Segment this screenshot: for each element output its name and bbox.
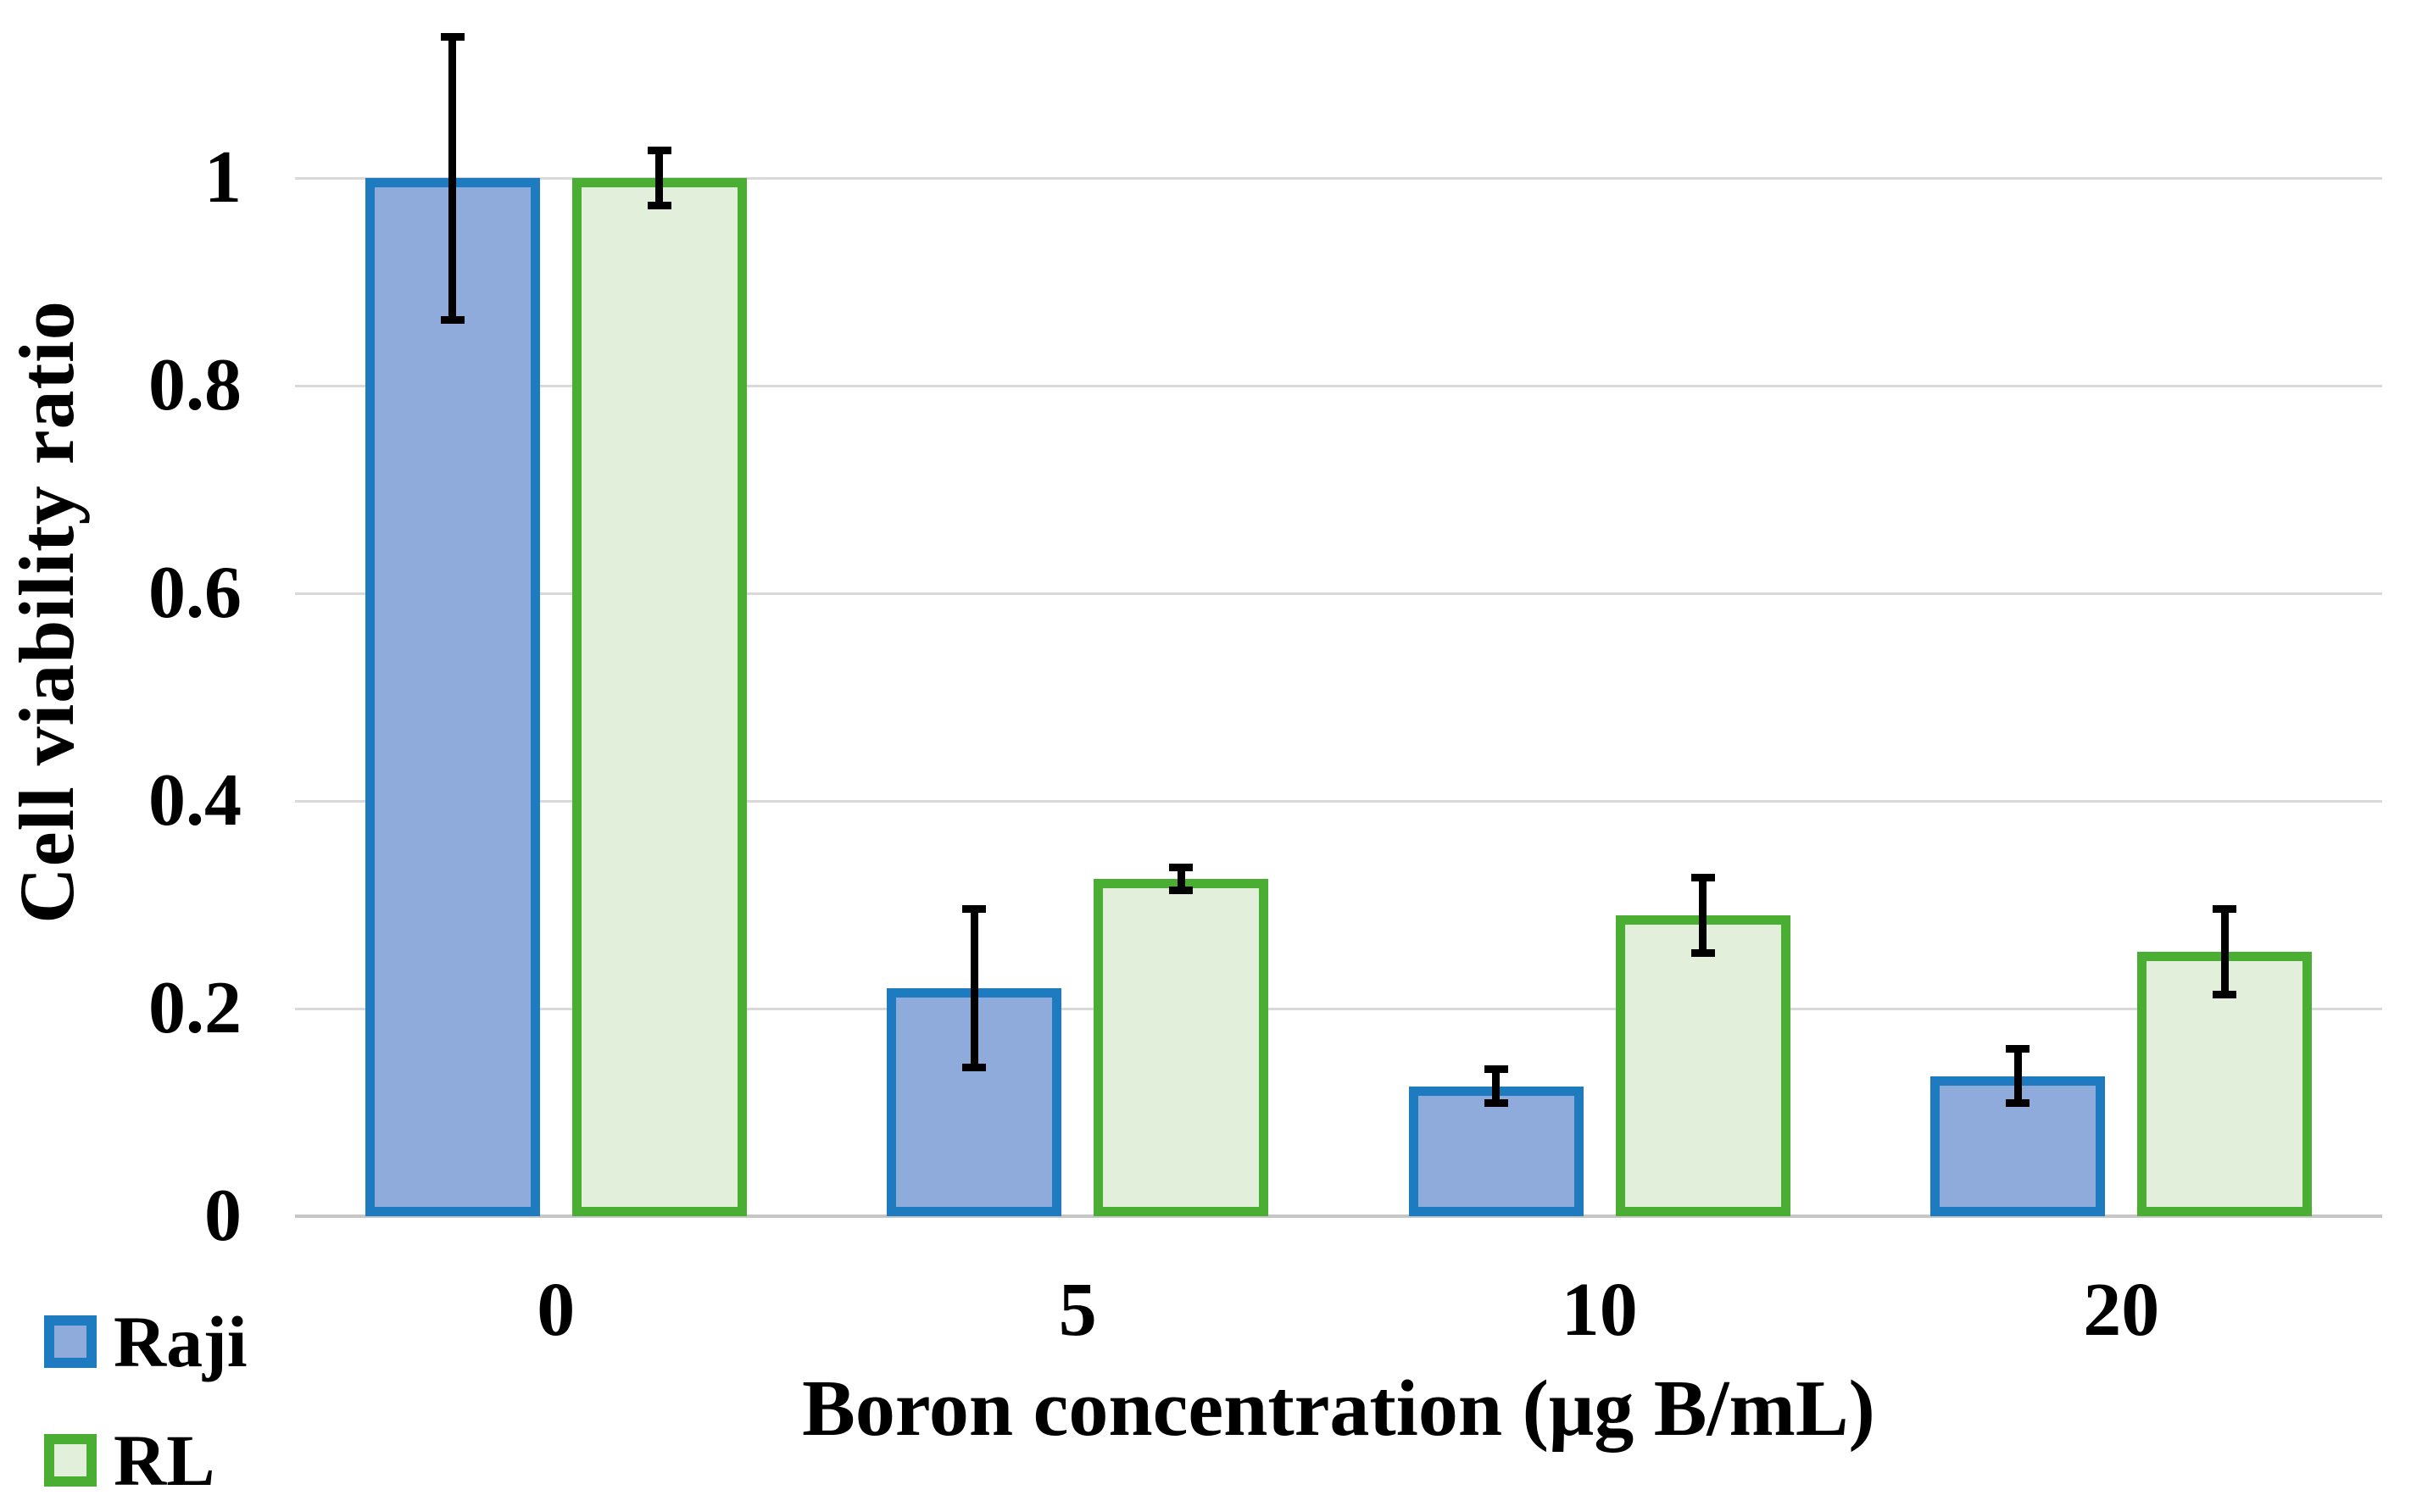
legend-swatch-raji-icon — [44, 1315, 97, 1368]
y-tick-label: 0.6 — [148, 552, 242, 634]
error-bar-cap-bottom — [2006, 1099, 2030, 1108]
x-axis-baseline — [295, 1215, 2382, 1218]
y-tick-label: 0.8 — [148, 344, 242, 426]
legend-item-raji: Raji — [34, 1295, 248, 1388]
gridline — [295, 1007, 2382, 1010]
error-bar-cap-top — [440, 32, 465, 41]
gridline — [295, 384, 2382, 387]
error-bar-rl-10 — [1699, 873, 1707, 957]
legend-label-rl: RL — [114, 1420, 215, 1501]
gridline — [295, 592, 2382, 595]
x-tick-label: 0 — [537, 1268, 576, 1352]
legend: Raji RL — [0, 1271, 339, 1512]
bar-rl-0 — [571, 178, 747, 1216]
x-axis-title: Boron concentration (μg B/mL) — [802, 1365, 1875, 1453]
error-bar-cap-top — [962, 904, 987, 913]
legend-item-rl: RL — [34, 1414, 214, 1507]
legend-label-raji: Raji — [114, 1301, 248, 1382]
error-bar-cap-bottom — [1690, 948, 1715, 957]
error-bar-cap-bottom — [1484, 1099, 1508, 1108]
error-bar-cap-bottom — [647, 201, 671, 209]
y-tick-label: 0.2 — [148, 967, 242, 1049]
legend-swatch-rl-icon — [44, 1434, 97, 1487]
error-bar-cap-bottom — [2213, 990, 2237, 998]
x-tick-label: 5 — [1058, 1268, 1097, 1352]
bar-raji-0 — [365, 178, 540, 1216]
error-bar-cap-bottom — [440, 315, 465, 324]
error-bar-cap-bottom — [962, 1063, 987, 1071]
error-bar-cap-top — [647, 147, 671, 155]
error-bar-rl-5 — [1177, 863, 1185, 895]
error-bar-rl-0 — [655, 147, 664, 209]
error-bar-cap-top — [1690, 873, 1715, 881]
error-bar-raji-10 — [1492, 1065, 1501, 1108]
x-tick-label: 20 — [2083, 1268, 2160, 1352]
error-bar-cap-top — [2006, 1044, 2030, 1053]
gridline — [295, 176, 2382, 180]
error-bar-cap-bottom — [1169, 887, 1194, 895]
bar-rl-10 — [1615, 914, 1790, 1216]
gridline — [295, 799, 2382, 803]
y-tick-label: 0.4 — [148, 759, 242, 842]
y-tick-label: 0 — [204, 1175, 242, 1257]
error-bar-raji-0 — [448, 32, 457, 324]
error-bar-raji-5 — [970, 904, 978, 1071]
x-tick-label: 10 — [1561, 1268, 1638, 1352]
error-bar-cap-top — [1169, 863, 1194, 871]
error-bar-cap-top — [1484, 1065, 1508, 1074]
error-bar-raji-20 — [2013, 1044, 2022, 1108]
y-tick-label: 1 — [204, 136, 242, 219]
error-bar-rl-20 — [2220, 904, 2229, 998]
bar-rl-5 — [1094, 878, 1269, 1216]
error-bar-cap-top — [2213, 904, 2237, 913]
